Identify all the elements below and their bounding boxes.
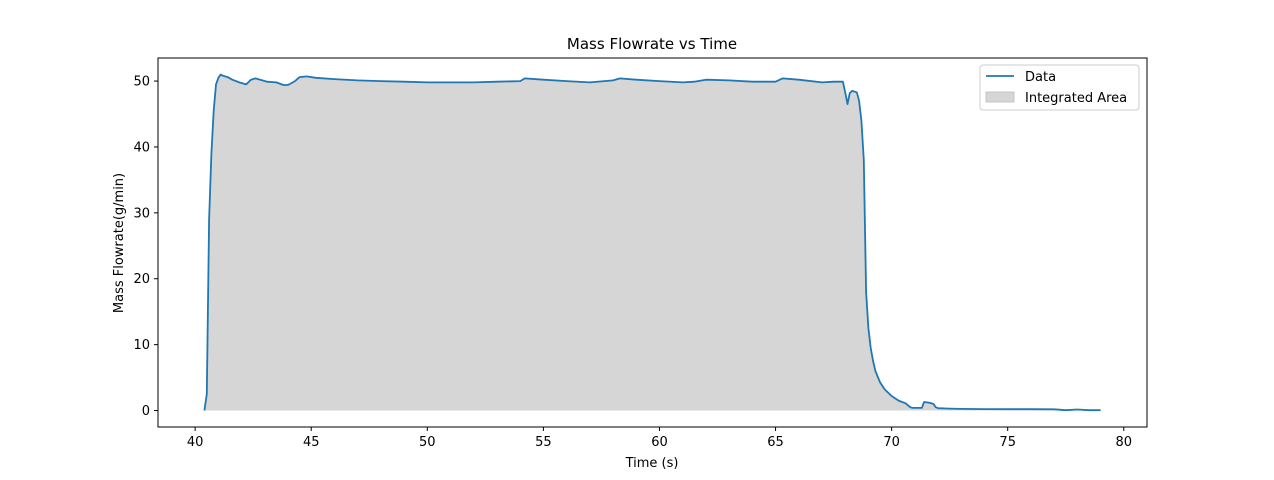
data-series-line: [203, 73, 1101, 412]
legend-area-swatch: [985, 91, 1015, 103]
x-tick-label: 60: [651, 435, 668, 450]
y-tick-label: 20: [133, 272, 150, 287]
plot-area: [203, 73, 1101, 412]
x-axis-ticks: 40 45 50 55 60 65 70 75 80: [187, 427, 1132, 450]
y-axis-label: Mass Flowrate(g/min): [112, 173, 127, 313]
x-tick-label: 40: [187, 435, 204, 450]
legend: Data Integrated Area: [979, 64, 1140, 111]
y-tick-label: 0: [142, 404, 150, 419]
x-tick-label: 75: [999, 435, 1016, 450]
legend-area-label: Integrated Area: [1025, 91, 1127, 106]
x-tick-label: 65: [767, 435, 784, 450]
integrated-area: [204, 74, 1101, 411]
legend-data-label: Data: [1025, 70, 1056, 85]
y-tick-label: 10: [133, 338, 150, 353]
y-tick-label: 40: [133, 140, 150, 155]
x-tick-label: 80: [1116, 435, 1133, 450]
y-axis-ticks: 0 10 20 30 40 50: [133, 75, 158, 419]
y-tick-label: 50: [133, 75, 150, 90]
x-tick-label: 70: [883, 435, 900, 450]
legend-box: [979, 64, 1140, 111]
x-tick-label: 45: [303, 435, 320, 450]
x-axis-label: Time (s): [625, 456, 679, 471]
x-tick-label: 50: [419, 435, 436, 450]
chart-title: Mass Flowrate vs Time: [567, 35, 737, 53]
y-tick-label: 30: [133, 206, 150, 221]
x-tick-label: 55: [535, 435, 552, 450]
axes-frame: [157, 57, 1148, 428]
